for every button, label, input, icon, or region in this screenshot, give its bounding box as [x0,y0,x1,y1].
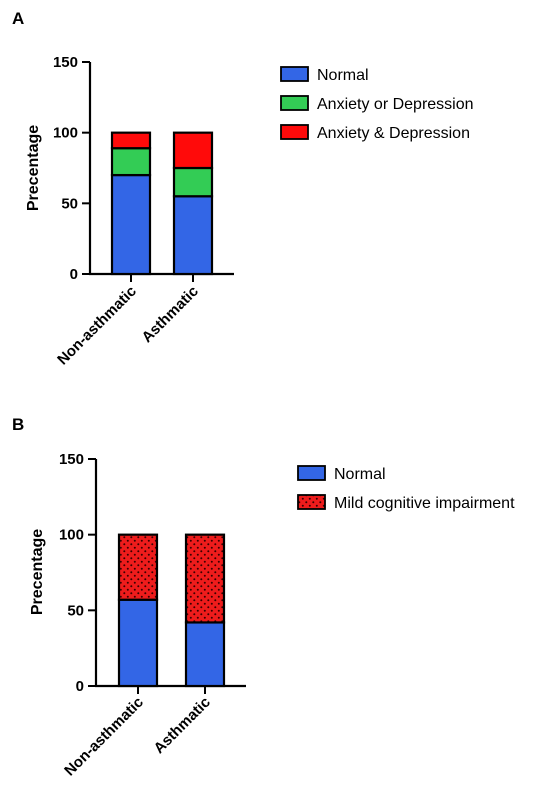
y-axis-title: Precentage [29,529,46,615]
legend-swatch [297,465,326,481]
bar-segment [110,173,152,276]
bar-segment [184,621,226,688]
legend-label: Mild cognitive impairment [334,495,515,512]
y-tick-label: 50 [61,195,78,212]
bar-segment [172,131,214,170]
legend-label: Normal [334,466,386,483]
legend-swatch [280,124,309,140]
legend-swatch [280,66,309,82]
category-label: Non-asthmatic [61,694,147,780]
legend-label: Anxiety or Depression [317,96,474,113]
y-tick-label: 150 [59,451,84,468]
chart-panel-b: B 0 50 100 150 Precentage Non-asthmatic Asthmat… [12,415,515,780]
bar-segment [110,131,152,150]
bar-segment [184,533,226,624]
panel-letter: A [12,9,24,28]
legend-swatch [280,95,309,111]
chart-panel-a: A 0 50 100 150 Precentage Non-asthmaticAsthmat… [12,9,474,369]
legend-label: Normal [317,67,369,84]
bar-segment [172,195,214,276]
category-label: Asthmatic [151,694,214,757]
category-label: Asthmatic [139,283,202,346]
y-tick-label: 0 [70,266,78,283]
bar-segment [110,147,152,177]
bar-segment [117,533,159,601]
bar-segment [172,166,214,198]
y-tick-label: 150 [53,54,78,71]
y-tick-label: 100 [59,527,84,544]
legend-label: Anxiety & Depression [317,125,470,142]
bar-segment [117,598,159,688]
category-label: Non-asthmatic [54,283,140,369]
legend-swatch [297,494,326,510]
panel-letter: B [12,415,24,434]
y-tick-label: 50 [67,602,84,619]
y-tick-label: 0 [76,678,84,695]
y-axis-title: Precentage [25,125,42,211]
y-tick-label: 100 [53,125,78,142]
